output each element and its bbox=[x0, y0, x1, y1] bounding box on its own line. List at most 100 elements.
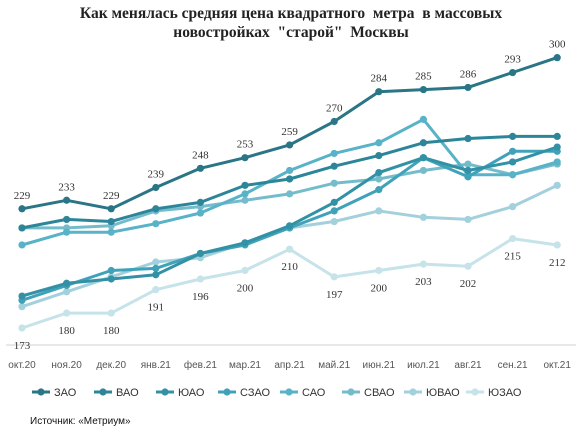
legend-swatch-marker bbox=[285, 388, 293, 396]
data-label: 210 bbox=[281, 261, 298, 273]
chart-title-line-2: новостройках "старой" Москвы bbox=[173, 24, 409, 41]
data-point bbox=[375, 266, 383, 275]
data-point bbox=[508, 68, 517, 77]
data-label: 200 bbox=[371, 283, 388, 295]
data-label: 248 bbox=[192, 149, 209, 161]
data-point bbox=[63, 215, 71, 224]
data-label: 200 bbox=[237, 283, 254, 295]
data-point bbox=[375, 151, 383, 160]
legend-label: ЮАО bbox=[178, 387, 205, 399]
data-point bbox=[196, 164, 204, 172]
data-label: 202 bbox=[460, 278, 477, 290]
data-point bbox=[375, 186, 383, 194]
x-tick-label: авг.21 bbox=[454, 360, 482, 371]
data-point bbox=[419, 85, 427, 94]
data-point bbox=[553, 54, 561, 62]
data-point bbox=[152, 220, 160, 228]
data-point bbox=[464, 262, 472, 270]
data-label: 233 bbox=[58, 181, 75, 193]
data-point bbox=[464, 160, 472, 168]
data-point bbox=[63, 228, 71, 236]
data-point bbox=[330, 179, 338, 187]
legend-label: СЗАО bbox=[240, 387, 271, 399]
data-point bbox=[508, 234, 517, 243]
data-point bbox=[330, 162, 338, 170]
data-point bbox=[286, 245, 294, 253]
data-point bbox=[419, 260, 427, 268]
data-point bbox=[18, 224, 26, 232]
data-point bbox=[375, 139, 383, 147]
legend-item-ВАО: ВАО bbox=[94, 387, 139, 399]
data-label: 284 bbox=[371, 73, 388, 85]
data-point bbox=[330, 149, 338, 158]
data-point bbox=[553, 132, 561, 140]
data-point bbox=[330, 117, 338, 126]
data-label: 197 bbox=[326, 289, 343, 301]
data-label: 229 bbox=[14, 190, 31, 202]
x-tick-label: окт.20 bbox=[8, 360, 36, 371]
data-point bbox=[63, 309, 71, 317]
legend-swatch-marker bbox=[223, 388, 231, 396]
data-label: 239 bbox=[148, 168, 165, 180]
data-point bbox=[152, 183, 160, 192]
data-label: 196 bbox=[192, 291, 209, 303]
data-label: 215 bbox=[504, 251, 521, 263]
data-point bbox=[464, 134, 472, 143]
data-label: 259 bbox=[281, 126, 298, 138]
data-point bbox=[63, 288, 71, 296]
data-point bbox=[330, 198, 338, 206]
x-tick-label: мар.21 bbox=[229, 360, 261, 371]
data-point bbox=[553, 181, 561, 189]
data-point bbox=[375, 168, 383, 177]
data-point bbox=[18, 292, 26, 300]
data-label: 180 bbox=[103, 325, 120, 337]
data-point bbox=[553, 143, 561, 151]
legend-item-ЗАО: ЗАО bbox=[32, 387, 77, 399]
data-point bbox=[152, 264, 160, 272]
data-point bbox=[286, 222, 294, 230]
series-ЮЗАО bbox=[18, 234, 561, 332]
data-label: 285 bbox=[415, 71, 432, 83]
data-point bbox=[464, 215, 472, 224]
legend-swatch-marker bbox=[99, 388, 107, 396]
data-point bbox=[107, 309, 115, 317]
x-axis: окт.20 ноя.20 дек.20 янв.21 фев.21 мар.21 апр.… bbox=[8, 359, 571, 371]
data-label: 253 bbox=[237, 139, 254, 151]
x-tick-label: янв.21 bbox=[141, 360, 172, 371]
data-point bbox=[553, 241, 561, 249]
legend-item-ЮАО: ЮАО bbox=[156, 387, 205, 399]
data-label: 286 bbox=[460, 68, 477, 80]
data-label: 293 bbox=[504, 54, 521, 66]
data-point bbox=[286, 166, 294, 175]
series-ВАО bbox=[18, 132, 561, 232]
x-tick-label: сен.21 bbox=[498, 360, 528, 371]
data-point bbox=[508, 171, 517, 179]
data-point bbox=[18, 205, 26, 213]
x-tick-label: ноя.20 bbox=[51, 360, 82, 371]
data-point bbox=[508, 132, 517, 140]
data-label: 173 bbox=[14, 340, 31, 352]
legend-item-САО: САО bbox=[280, 387, 326, 399]
data-labels: 229 233 229 239 248 253 259 270 284 285 286 293 300 1… bbox=[14, 39, 566, 352]
x-tick-label: апр.21 bbox=[274, 360, 305, 371]
data-label: 191 bbox=[148, 302, 165, 314]
data-point bbox=[464, 83, 472, 92]
data-point bbox=[508, 203, 517, 211]
x-tick-label: дек.20 bbox=[96, 360, 126, 371]
legend-swatch-marker bbox=[37, 388, 45, 396]
legend: ЗАО ВАО ЮАО СЗАО САО СВАО ЮВАО ЮЗАО bbox=[32, 387, 522, 399]
legend-label: ВАО bbox=[116, 387, 139, 399]
data-point bbox=[508, 147, 517, 155]
data-point bbox=[196, 209, 204, 217]
source-note: Источник: «Метриум» bbox=[30, 416, 131, 427]
legend-item-СВАО: СВАО bbox=[342, 387, 395, 399]
data-point bbox=[330, 217, 338, 226]
data-point bbox=[18, 303, 26, 311]
data-point bbox=[419, 166, 427, 175]
data-point bbox=[419, 213, 427, 221]
data-point bbox=[107, 228, 115, 236]
data-point bbox=[330, 273, 338, 281]
data-point bbox=[18, 241, 26, 249]
legend-swatch-marker bbox=[161, 388, 169, 396]
